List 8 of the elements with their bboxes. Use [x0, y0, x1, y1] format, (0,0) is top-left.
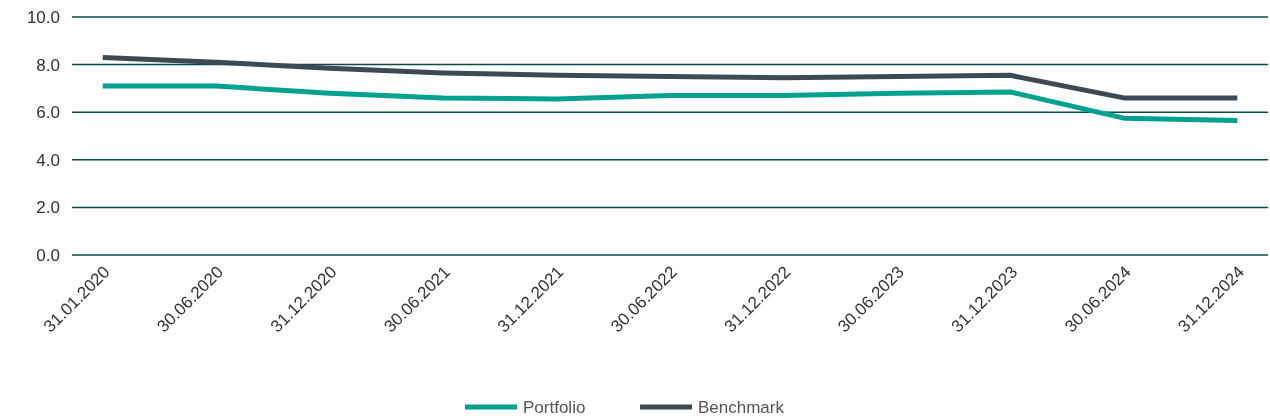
legend-label: Benchmark — [698, 397, 785, 417]
y-tick-label: 0.0 — [36, 245, 60, 265]
y-tick-label: 8.0 — [36, 55, 60, 75]
y-tick-label: 10.0 — [26, 7, 60, 27]
y-tick-label: 2.0 — [36, 198, 60, 218]
legend-label: Portfolio — [523, 397, 586, 417]
y-tick-label: 6.0 — [36, 103, 60, 123]
y-tick-label: 4.0 — [36, 150, 60, 170]
